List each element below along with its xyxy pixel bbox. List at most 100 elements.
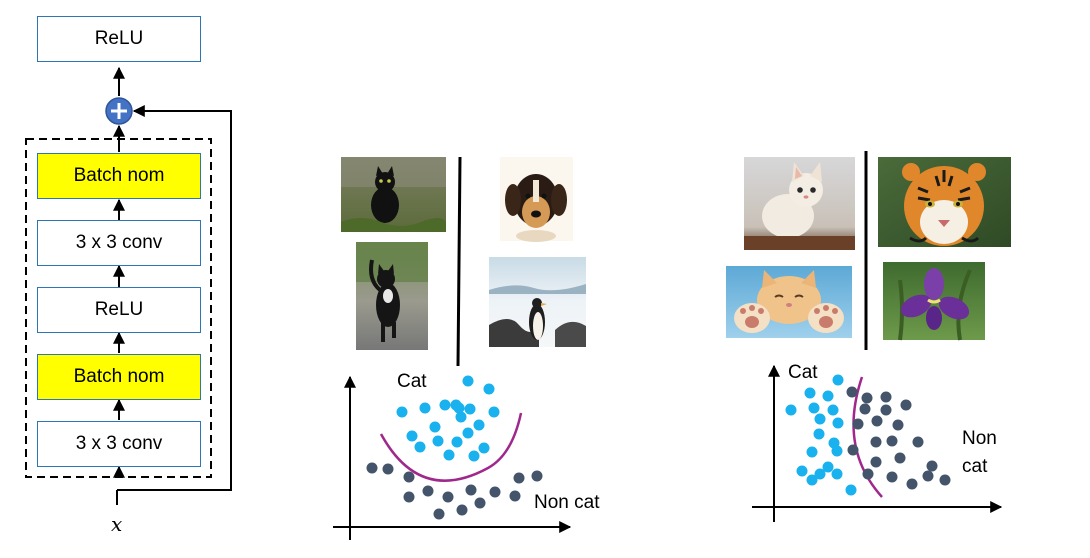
noncat-dots bbox=[366, 462, 543, 520]
panel-1 bbox=[333, 156, 586, 540]
noncat-dot bbox=[531, 470, 543, 482]
cat-dot bbox=[419, 402, 431, 414]
iris-flower-photo bbox=[883, 262, 985, 341]
block-label: ReLU bbox=[94, 28, 144, 49]
cat-dot bbox=[468, 450, 480, 462]
noncat-dot bbox=[433, 508, 445, 520]
cat-dot bbox=[429, 421, 441, 433]
residual-block bbox=[25, 66, 232, 505]
cat-dot bbox=[827, 404, 839, 416]
tiger-photo bbox=[878, 157, 1011, 247]
noncat-dot bbox=[509, 490, 521, 502]
panel-2 bbox=[726, 151, 1011, 522]
cat-dot bbox=[478, 442, 490, 454]
cat-dot bbox=[462, 375, 474, 387]
conv-block-2: 3 x 3 conv bbox=[37, 421, 201, 467]
kitten-photo bbox=[744, 157, 855, 250]
noncat-dot bbox=[906, 478, 918, 490]
cat-dot bbox=[406, 430, 418, 442]
noncat-dot bbox=[870, 436, 882, 448]
noncat-dot bbox=[939, 474, 951, 486]
cat-dot bbox=[806, 446, 818, 458]
cat-dot bbox=[831, 468, 843, 480]
noncat-dot bbox=[403, 471, 415, 483]
skip-connection-arrow bbox=[117, 105, 232, 491]
cat-label: Cat bbox=[397, 371, 427, 392]
puppy-photo bbox=[500, 157, 573, 242]
noncat-dot bbox=[513, 472, 525, 484]
block-label: 3 x 3 conv bbox=[75, 232, 163, 253]
noncat-dot bbox=[366, 462, 378, 474]
cat-label: Cat bbox=[788, 362, 818, 383]
noncat-label-line2: cat bbox=[962, 456, 988, 477]
noncat-label: Non cat bbox=[534, 492, 600, 513]
cat-dot bbox=[443, 449, 455, 461]
noncat-dot bbox=[852, 418, 864, 430]
noncat-dot bbox=[474, 497, 486, 509]
scatter-plot-1 bbox=[333, 375, 572, 540]
noncat-dot bbox=[403, 491, 415, 503]
cat-dot bbox=[831, 445, 843, 457]
noncat-dot bbox=[859, 403, 871, 415]
cat-dot bbox=[785, 404, 797, 416]
cat-dot bbox=[832, 417, 844, 429]
noncat-dot bbox=[926, 460, 938, 472]
black-cat-walking-photo bbox=[356, 242, 428, 350]
noncat-dot bbox=[894, 452, 906, 464]
scatter-plot-2 bbox=[752, 364, 1003, 522]
noncat-dot bbox=[861, 392, 873, 404]
noncat-dot bbox=[846, 386, 858, 398]
cat-dot bbox=[822, 390, 834, 402]
batch-norm-block-1: Batch nom bbox=[37, 153, 201, 199]
block-label: Batch nom bbox=[73, 165, 165, 186]
noncat-dot bbox=[862, 468, 874, 480]
black-cat-in-grass-photo bbox=[341, 157, 446, 232]
noncat-dot bbox=[870, 456, 882, 468]
cat-dot bbox=[808, 402, 820, 414]
cat-dots bbox=[785, 374, 857, 496]
cat-dot bbox=[796, 465, 808, 477]
noncat-dot bbox=[892, 419, 904, 431]
noncat-dot bbox=[465, 484, 477, 496]
penguin-photo bbox=[489, 257, 586, 347]
cat-dot bbox=[813, 428, 825, 440]
noncat-dot bbox=[886, 471, 898, 483]
noncat-dot bbox=[912, 436, 924, 448]
noncat-dot bbox=[422, 485, 434, 497]
cat-dot bbox=[822, 461, 834, 473]
noncat-dot bbox=[886, 435, 898, 447]
block-label: 3 x 3 conv bbox=[75, 433, 163, 454]
batch-norm-block-2: Batch nom bbox=[37, 354, 201, 400]
input-label: x bbox=[111, 512, 123, 536]
relu-output-block: ReLU bbox=[37, 16, 201, 62]
cat-dot bbox=[414, 441, 426, 453]
cat-dot bbox=[804, 387, 816, 399]
noncat-dot bbox=[489, 486, 501, 498]
cat-dot bbox=[814, 468, 826, 480]
decision-boundary bbox=[379, 412, 523, 482]
cat-paws-photo bbox=[726, 266, 852, 338]
noncat-dot bbox=[922, 470, 934, 482]
cat-dot bbox=[432, 435, 444, 447]
relu-block: ReLU bbox=[37, 287, 201, 333]
cat-dot bbox=[451, 436, 463, 448]
cat-dots bbox=[396, 375, 500, 462]
conv-block-1: 3 x 3 conv bbox=[37, 220, 201, 266]
cat-dot bbox=[473, 419, 485, 431]
cat-dot bbox=[439, 399, 451, 411]
cat-dot bbox=[455, 411, 467, 423]
block-label: Batch nom bbox=[73, 366, 165, 387]
noncat-dot bbox=[456, 504, 468, 516]
noncat-dot bbox=[847, 444, 859, 456]
noncat-dot bbox=[900, 399, 912, 411]
block-label: ReLU bbox=[94, 299, 144, 320]
cat-dot bbox=[845, 484, 857, 496]
image-divider bbox=[456, 156, 462, 367]
cat-dot bbox=[806, 474, 818, 486]
noncat-dot bbox=[871, 415, 883, 427]
noncat-dot bbox=[382, 463, 394, 475]
noncat-dot bbox=[880, 404, 892, 416]
noncat-dot bbox=[442, 491, 454, 503]
decision-boundary bbox=[852, 376, 883, 498]
